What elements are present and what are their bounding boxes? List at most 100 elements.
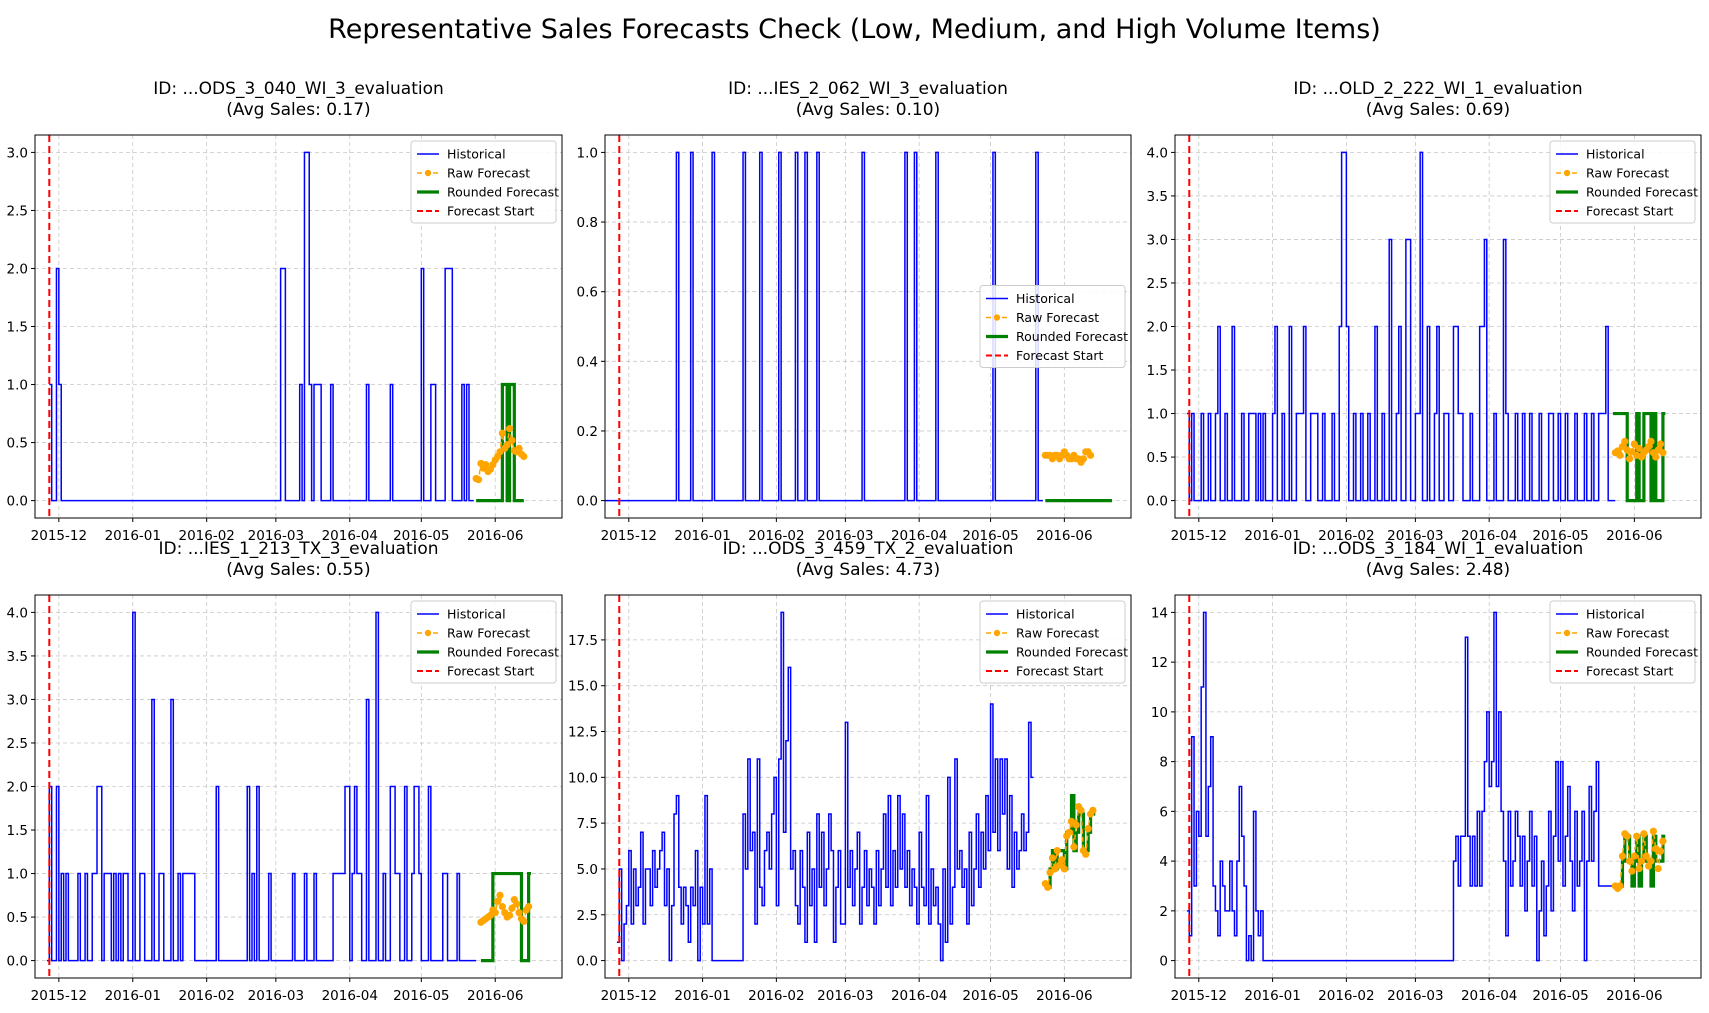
x-tick-label: 2016-03 (248, 988, 304, 1004)
y-tick-label: 2.5 (1147, 276, 1168, 292)
raw-forecast-point (505, 911, 514, 919)
y-tick-label: 0 (1159, 954, 1168, 970)
x-tick-label: 2015-12 (601, 528, 657, 544)
x-tick-label: 2016-01 (1244, 528, 1300, 544)
y-tick-label: 5.0 (577, 862, 598, 878)
legend-label: Rounded Forecast (1016, 645, 1128, 660)
x-tick-label: 2016-03 (1387, 528, 1443, 544)
raw-forecast-point (1089, 806, 1097, 814)
legend: Historical Raw Forecast Rounded Forecast Fo… (979, 285, 1128, 368)
legend-label: Raw Forecast (1016, 310, 1099, 325)
x-tick-label: 2016-02 (1318, 528, 1374, 544)
subplot-1: ID: ...ODS_3_040_WI_3_evaluation(Avg Sal… (7, 79, 563, 544)
y-tick-label: 0.6 (577, 285, 598, 301)
raw-forecast-point (1070, 843, 1078, 851)
legend-label: Forecast Start (1586, 664, 1674, 679)
legend-label: Rounded Forecast (447, 645, 559, 660)
legend-label: Historical (447, 147, 506, 162)
y-tick-label: 0.5 (1147, 450, 1168, 466)
y-tick-label: 1.5 (7, 823, 28, 839)
raw-forecast-point (1656, 847, 1665, 855)
x-tick-label: 2015-12 (1171, 528, 1227, 544)
y-tick-label: 0.5 (7, 436, 28, 452)
subplot-avg-sales: (Avg Sales: 2.48) (1366, 560, 1510, 580)
legend-marker (993, 314, 1001, 321)
subplot-title: ID: ...IES_2_062_WI_3_evaluation (728, 79, 1008, 99)
x-tick-label: 2015-12 (31, 528, 87, 544)
raw-forecast-point (1654, 864, 1662, 873)
x-tick-label: 2016-03 (817, 528, 873, 544)
subplot-2: ID: ...IES_2_062_WI_3_evaluation(Avg Sal… (577, 79, 1132, 544)
legend-marker (424, 629, 432, 637)
axes-frame (604, 594, 1132, 979)
raw-forecast-point (520, 452, 528, 461)
x-tick-label: 2016-02 (748, 528, 804, 544)
raw-forecast-point (1625, 857, 1634, 865)
plot-area (46, 595, 533, 978)
y-tick-label: 2.0 (7, 261, 28, 277)
x-tick-label: 2016-04 (891, 988, 947, 1004)
raw-forecast-point (1633, 832, 1641, 840)
x-tick-label: 2016-03 (248, 528, 304, 544)
legend-label: Raw Forecast (447, 626, 530, 641)
legend-box (410, 600, 557, 684)
y-tick-label: 4.0 (1147, 145, 1168, 161)
raw-forecast-point (498, 429, 506, 437)
subplot-5: ID: ...ODS_3_459_TX_2_evaluation(Avg Sal… (568, 539, 1132, 1004)
raw-forecast-point (1616, 882, 1624, 890)
legend-label: Forecast Start (447, 664, 535, 679)
subplot-title: ID: ...OLD_2_222_WI_1_evaluation (1293, 79, 1582, 99)
legend-box (410, 140, 557, 224)
legend-marker (1563, 629, 1571, 637)
subplot-title: ID: ...ODS_3_184_WI_1_evaluation (1293, 539, 1584, 559)
x-tick-label: 2016-05 (1532, 528, 1588, 544)
legend-label: Forecast Start (1016, 664, 1104, 679)
x-tick-label: 2016-05 (962, 528, 1018, 544)
subplot-4: ID: ...IES_1_213_TX_3_evaluation(Avg Sal… (7, 539, 563, 1004)
raw-forecast-point (1072, 821, 1080, 829)
axes-frame (1174, 134, 1702, 519)
y-tick-label: 2.0 (7, 780, 28, 796)
subplot-avg-sales: (Avg Sales: 4.73) (796, 560, 940, 580)
legend-label: Raw Forecast (1016, 626, 1099, 641)
raw-forecast-point (1625, 455, 1634, 463)
x-tick-label: 2016-01 (674, 988, 730, 1004)
y-tick-label: 3.0 (7, 692, 28, 708)
raw-forecast-point (515, 444, 523, 452)
legend-label: Forecast Start (1016, 348, 1104, 363)
legend-label: Forecast Start (447, 204, 535, 219)
legend: Historical Raw Forecast Rounded Forecast Fo… (1549, 140, 1698, 224)
series-raw-forecast (1614, 831, 1664, 890)
subplot-title: ID: ...ODS_3_459_TX_2_evaluation (723, 539, 1014, 559)
y-tick-label: 0.4 (577, 354, 598, 370)
y-tick-label: 0.0 (577, 954, 598, 970)
subplot-avg-sales: (Avg Sales: 0.69) (1366, 100, 1510, 120)
x-tick-label: 2016-05 (393, 528, 449, 544)
x-tick-label: 2016-06 (1606, 528, 1662, 544)
x-tick-label: 2016-01 (105, 528, 161, 544)
x-tick-label: 2016-05 (962, 988, 1018, 1004)
legend: Historical Raw Forecast Rounded Forecast Fo… (1549, 600, 1698, 684)
x-tick-label: 2016-01 (1244, 988, 1300, 1004)
x-tick-label: 2016-05 (393, 988, 449, 1004)
raw-forecast-point (498, 903, 506, 911)
raw-forecast-point (1630, 852, 1638, 860)
axes-frame (1174, 594, 1702, 979)
legend-label: Rounded Forecast (1586, 645, 1698, 660)
x-tick-label: 2016-03 (817, 988, 873, 1004)
raw-forecast-point (515, 909, 523, 917)
y-tick-label: 0.0 (1147, 494, 1168, 510)
raw-forecast-point (503, 441, 511, 449)
plot-area (616, 595, 1097, 978)
plot-area (605, 135, 1112, 518)
raw-forecast-point (1086, 451, 1095, 459)
x-tick-label: 2016-06 (1606, 988, 1662, 1004)
series-historical (49, 151, 474, 502)
y-tick-label: 0.8 (577, 215, 598, 231)
raw-forecast-point (508, 904, 516, 912)
series-historical (1186, 611, 1613, 962)
y-tick-label: 7.5 (577, 816, 598, 832)
raw-forecast-point (1623, 832, 1631, 840)
